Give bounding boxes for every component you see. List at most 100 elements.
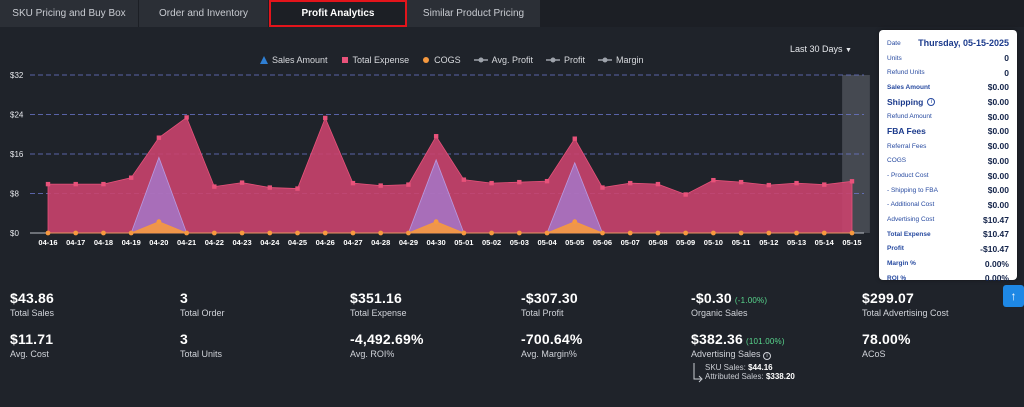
legend-label: COGS [434,55,461,65]
data-point-cogs [211,230,217,236]
line-star-icon [473,57,488,63]
stat-avg-cost: $11.71 Avg. Cost [10,331,53,359]
stat-value: $382.36 [691,331,744,347]
data-point-total-expense [738,179,744,185]
tab-sku-pricing[interactable]: SKU Pricing and Buy Box [0,0,139,27]
stat-label: Total Expense [350,308,407,318]
legend-margin[interactable]: Margin [597,55,644,65]
x-tick-label: 04-22 [205,238,224,247]
x-tick-label: 05-03 [510,238,529,247]
data-point-cogs [433,219,439,225]
data-point-total-expense [73,181,78,187]
legend-profit[interactable]: Profit [545,55,585,65]
stat-value: $11.71 [10,331,54,347]
data-point-cogs [572,219,578,225]
x-tick-label: 05-06 [593,238,612,247]
tab-similar-product-pricing[interactable]: Similar Product Pricing [407,0,541,27]
data-point-cogs [350,230,356,236]
info-icon[interactable]: i [763,352,772,360]
triangle-icon [260,56,268,64]
x-tick-label: 04-17 [66,238,85,247]
x-tick-label: 04-29 [399,238,418,247]
data-point-total-expense [350,180,356,186]
stat-total-units: 3 Total Units [180,331,222,359]
profit-chart[interactable]: $0 $8 $16 $24 $32 04-16 04-17 04-18 04-19 04-20 04… [0,60,875,255]
stat-total-sales: $43.86 Total Sales [10,290,54,318]
x-tick-label: 05-04 [537,238,557,247]
tooltip-row: FBA Fees $0.00 [887,124,1009,139]
stat-label: Total Advertising Cost [862,308,949,318]
x-tick-label: 05-13 [787,238,806,247]
legend-label: Margin [615,55,644,65]
tooltip-row: Total Expense $10.47 [887,227,1009,242]
data-point-cogs [821,230,827,236]
data-point-total-expense [766,182,772,188]
x-tick-label: 04-19 [122,238,141,247]
tooltip-row-value: $0.00 [987,126,1009,137]
data-point-total-expense [128,175,134,180]
data-point-cogs [73,230,79,236]
legend-sales-amount[interactable]: Sales Amount [260,55,328,65]
tab-profit-analytics[interactable]: Profit Analytics [269,0,407,27]
data-point-cogs [627,230,633,236]
chart-tooltip: Date Thursday, 05-15-2025 Units 0 Refund U… [879,30,1017,283]
data-point-cogs [655,230,661,236]
stat-organic-sales: -$0.30 (-1.00%) Organic Sales [691,290,767,318]
data-point-cogs [295,230,300,236]
line-star-icon [545,57,560,63]
date-range-selector[interactable]: Last 30 Days ▼ [790,44,852,54]
legend-avg-profit[interactable]: Avg. Profit [473,55,533,65]
data-point-total-expense [655,181,661,187]
stat-value: -$307.30 [521,290,578,306]
info-icon[interactable]: i [927,98,936,107]
x-tick-label: 04-23 [232,238,251,247]
data-point-total-expense [267,185,272,190]
tooltip-row: COGS $0.00 [887,154,1009,169]
data-point-total-expense [794,180,799,186]
data-point-cogs [101,230,106,236]
x-tick-label: 05-02 [482,238,501,247]
data-point-total-expense [822,182,827,187]
tooltip-row-value: $0.00 [987,199,1009,210]
stat-total-advertising-cost: $299.07 Total Advertising Cost [862,290,949,318]
data-point-cogs [406,230,411,236]
data-point-total-expense [212,184,217,189]
legend-cogs[interactable]: COGS [422,55,461,65]
scroll-to-top-button[interactable]: ↑ [1003,285,1024,307]
data-point-total-expense [378,183,383,188]
data-point-cogs [794,230,799,236]
stat-label: Advertising Sales [691,349,761,359]
tooltip-row-label: - Shipping to FBA [887,186,938,194]
data-point-total-expense [600,185,605,190]
tooltip-row-label: ROI % [887,274,907,282]
tooltip-row-label: Units [887,54,902,62]
tooltip-row: ROI % 0.00% [887,271,1009,286]
attributed-sales: Attributed Sales: $338.20 [705,372,795,381]
tooltip-row-value: 0.00% [984,273,1009,284]
arrow-down-right-icon [693,363,703,383]
stat-label: Avg. Cost [10,349,49,359]
data-point-total-expense [295,186,300,191]
x-tick-label: 04-25 [288,238,307,247]
legend-label: Sales Amount [272,55,328,65]
sku-sales-label: SKU Sales: [705,363,746,372]
data-point-total-expense [711,177,716,183]
data-point-cogs [544,230,550,236]
x-tick-label: 04-30 [427,238,446,247]
legend-total-expense[interactable]: Total Expense [341,55,410,65]
legend-label: Total Expense [352,55,410,65]
data-point-cogs [267,230,273,236]
stat-avg-margin: -700.64% Avg. Margin% [521,331,583,359]
tooltip-row-label: Total Expense [887,230,931,238]
data-point-total-expense [628,180,633,186]
tooltip-row-label: Refund Amount [887,113,932,121]
tooltip-row-label: Advertising Cost [887,216,935,224]
data-point-total-expense [101,181,106,187]
data-point-total-expense [406,182,411,187]
stat-label: Total Units [180,349,223,359]
data-point-total-expense [239,180,245,185]
tab-order-inventory[interactable]: Order and Inventory [139,0,269,27]
data-point-total-expense [517,179,522,185]
tooltip-row: Profit -$10.47 [887,242,1009,257]
data-point-cogs [239,230,245,236]
